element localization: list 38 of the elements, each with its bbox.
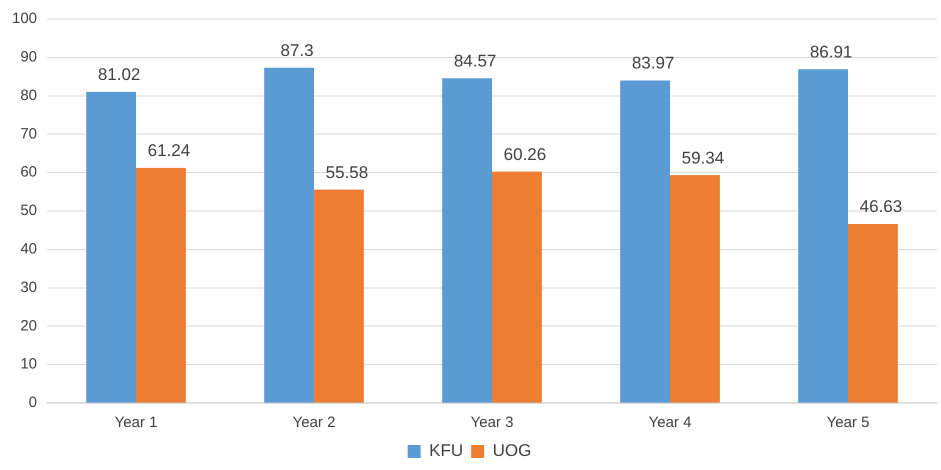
y-tick-label: 50	[20, 202, 38, 220]
y-tick-label: 30	[20, 278, 38, 296]
bar	[848, 224, 898, 402]
y-tick-label: 40	[20, 240, 38, 258]
y-tick-label: 100	[12, 10, 38, 28]
x-tick-label: Year 5	[826, 414, 870, 432]
bar	[136, 168, 186, 402]
data-label: 61.24	[148, 141, 190, 160]
data-label: 46.63	[860, 197, 902, 216]
x-tick-label: Year 2	[292, 414, 336, 432]
bar	[670, 175, 720, 402]
bar	[442, 78, 492, 402]
bar	[798, 69, 848, 402]
data-label: 59.34	[682, 148, 724, 168]
data-label: 87.3	[280, 40, 314, 60]
data-label: 81.02	[98, 65, 140, 84]
x-tick-label: Year 3	[470, 414, 514, 432]
bar	[264, 68, 314, 402]
y-tick-label: 90	[20, 48, 38, 66]
data-label: 84.57	[454, 51, 496, 70]
y-tick-label: 20	[20, 317, 38, 334]
x-tick-label: Year 4	[648, 414, 692, 432]
y-tick-label: 10	[20, 356, 38, 373]
bar	[492, 172, 542, 402]
data-label: 60.26	[504, 144, 546, 164]
data-label: 55.58	[326, 162, 368, 182]
y-tick-label: 80	[20, 86, 38, 104]
x-tick-label: Year 1	[114, 414, 158, 432]
legend-label: UOG	[492, 441, 532, 460]
bar	[86, 92, 136, 402]
bar	[314, 190, 364, 402]
y-tick-label: 0	[28, 394, 38, 412]
y-tick-label: 70	[20, 125, 38, 142]
y-tick-label: 60	[20, 164, 38, 181]
data-label: 83.97	[632, 54, 674, 73]
legend-label: KFU	[429, 441, 464, 460]
data-label: 86.91	[810, 42, 852, 62]
bar	[620, 80, 670, 402]
